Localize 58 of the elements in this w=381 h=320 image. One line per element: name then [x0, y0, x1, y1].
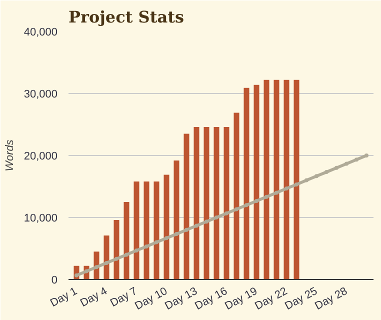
- bar: [174, 160, 180, 280]
- x-tick-label: Day 1: [48, 285, 80, 310]
- y-tick-label: 40,000: [24, 26, 58, 38]
- point: [194, 224, 198, 228]
- point: [164, 236, 168, 240]
- bar: [194, 126, 200, 280]
- bar: [254, 84, 260, 280]
- point: [214, 216, 218, 220]
- bar: [294, 80, 300, 280]
- bar: [214, 126, 220, 280]
- point: [364, 154, 368, 158]
- point: [204, 220, 208, 224]
- bar: [244, 88, 250, 280]
- point: [314, 174, 318, 178]
- bar: [114, 220, 120, 280]
- y-tick-label: 30,000: [24, 88, 58, 100]
- point: [354, 158, 358, 162]
- point: [274, 190, 278, 195]
- x-tick-label: Day 4: [78, 285, 110, 310]
- point: [174, 232, 178, 236]
- point: [344, 162, 348, 166]
- bar: [154, 182, 160, 280]
- bar: [284, 80, 290, 280]
- point: [144, 244, 148, 248]
- chart-title: Project Stats: [68, 8, 184, 26]
- point: [94, 265, 98, 270]
- point: [104, 260, 108, 265]
- point: [234, 207, 238, 212]
- bar: [224, 126, 230, 280]
- bar: [184, 134, 190, 280]
- y-tick-label: 0: [51, 274, 58, 286]
- point: [244, 203, 248, 208]
- bar: [164, 174, 170, 280]
- point: [254, 198, 258, 203]
- point: [134, 248, 138, 253]
- bar: [104, 235, 110, 280]
- point: [224, 211, 228, 216]
- point: [154, 240, 158, 244]
- bar: [124, 202, 130, 280]
- point: [304, 178, 308, 182]
- y-tick-label: 10,000: [24, 212, 58, 224]
- point: [264, 194, 268, 199]
- bar: [204, 126, 210, 280]
- point: [284, 186, 288, 191]
- point: [294, 182, 298, 186]
- y-tick-label: 20,000: [24, 150, 58, 162]
- y-axis-title: Words: [4, 139, 16, 172]
- point: [74, 273, 78, 278]
- point: [324, 170, 328, 174]
- bar: [144, 182, 150, 280]
- point: [334, 166, 338, 170]
- point: [124, 252, 128, 257]
- point: [114, 256, 118, 261]
- bar: [274, 80, 280, 280]
- bar: [134, 182, 140, 280]
- bar: [234, 112, 240, 280]
- point: [184, 228, 188, 232]
- bar: [264, 80, 270, 280]
